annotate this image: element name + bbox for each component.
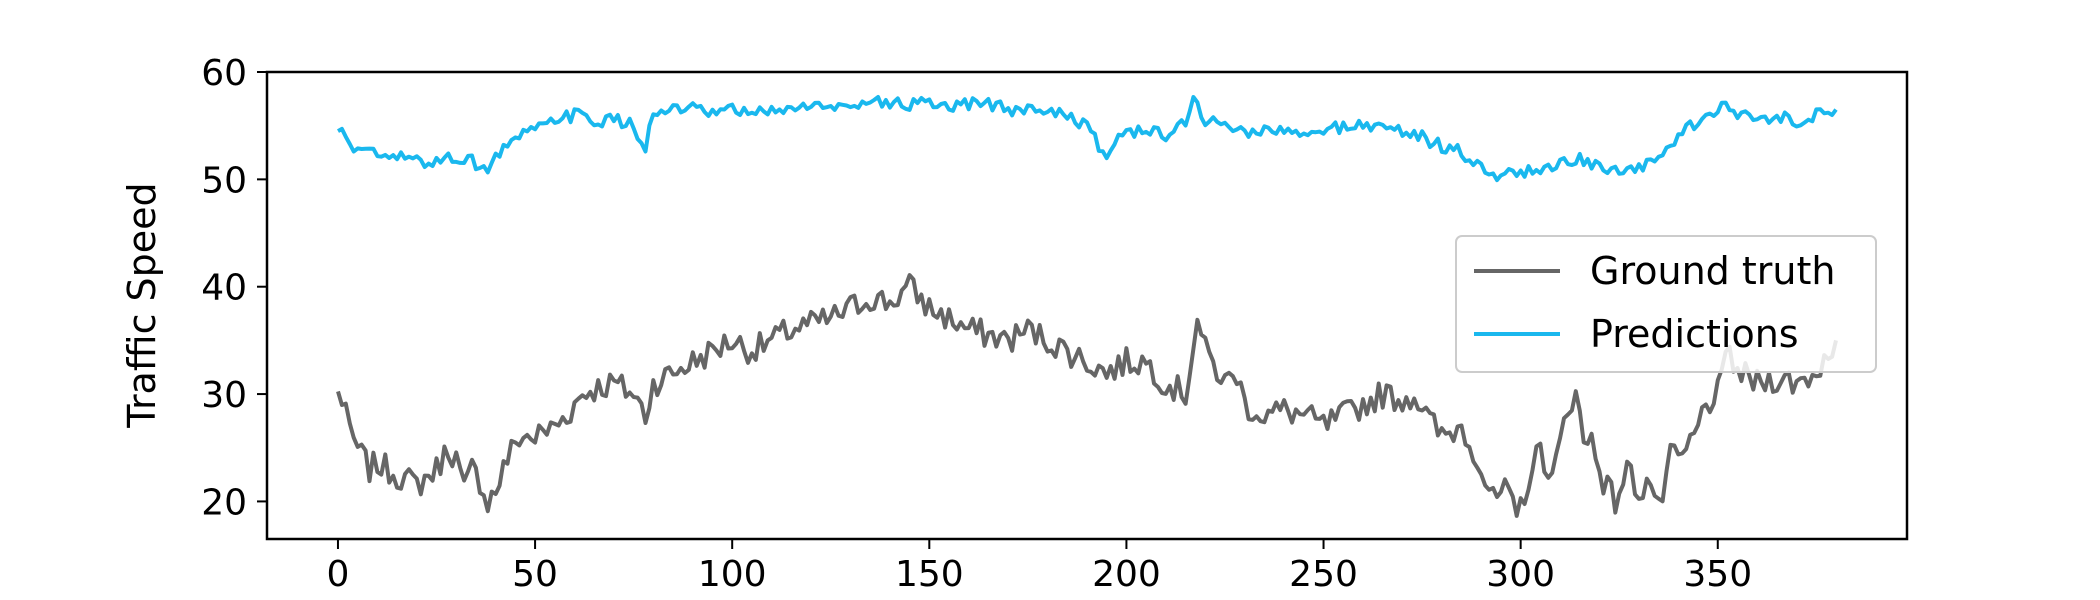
y-axis: 20 30 40 50 60	[201, 53, 267, 523]
legend: Ground truth Predictions	[1455, 235, 1877, 373]
x-tick-label: 0	[327, 554, 350, 595]
x-tick-label: 200	[1092, 554, 1161, 595]
x-tick-label: 100	[698, 554, 767, 595]
plot-area-frame	[265, 70, 1909, 541]
y-axis-label: Traffic Speed	[120, 182, 164, 428]
series-layer	[336, 95, 1838, 518]
x-tick-label: 350	[1683, 554, 1752, 595]
x-tick-label: 300	[1486, 554, 1555, 595]
y-tick-label: 50	[201, 160, 247, 201]
legend-box	[1455, 235, 1877, 373]
y-tick-label: 60	[201, 53, 247, 94]
x-axis: 0 50 100 150 200 250 300 350	[327, 539, 1752, 595]
series-line-predictions	[337, 95, 1838, 183]
legend-label-ground-truth: Ground truth	[1590, 249, 1835, 293]
y-tick-label: 40	[201, 268, 247, 309]
x-tick-label: 250	[1289, 554, 1358, 595]
x-tick-label: 50	[512, 554, 558, 595]
y-tick-label: 20	[201, 482, 247, 523]
legend-label-predictions: Predictions	[1590, 312, 1799, 356]
series-line-ground-truth	[336, 273, 1838, 518]
y-tick-label: 30	[201, 375, 247, 416]
x-tick-label: 150	[895, 554, 964, 595]
